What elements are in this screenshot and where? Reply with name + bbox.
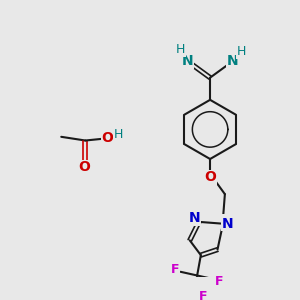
Text: H: H xyxy=(176,44,185,56)
Text: O: O xyxy=(204,170,216,184)
Text: N: N xyxy=(182,54,194,68)
Text: O: O xyxy=(101,131,113,145)
Text: O: O xyxy=(78,160,90,174)
Text: F: F xyxy=(198,290,207,300)
Text: N: N xyxy=(226,54,238,68)
Text: H: H xyxy=(114,128,123,140)
Text: H: H xyxy=(237,45,246,58)
Text: F: F xyxy=(215,274,224,287)
Text: N: N xyxy=(222,215,233,229)
Text: F: F xyxy=(171,263,179,276)
Text: N: N xyxy=(222,217,233,231)
Text: N: N xyxy=(189,211,200,225)
